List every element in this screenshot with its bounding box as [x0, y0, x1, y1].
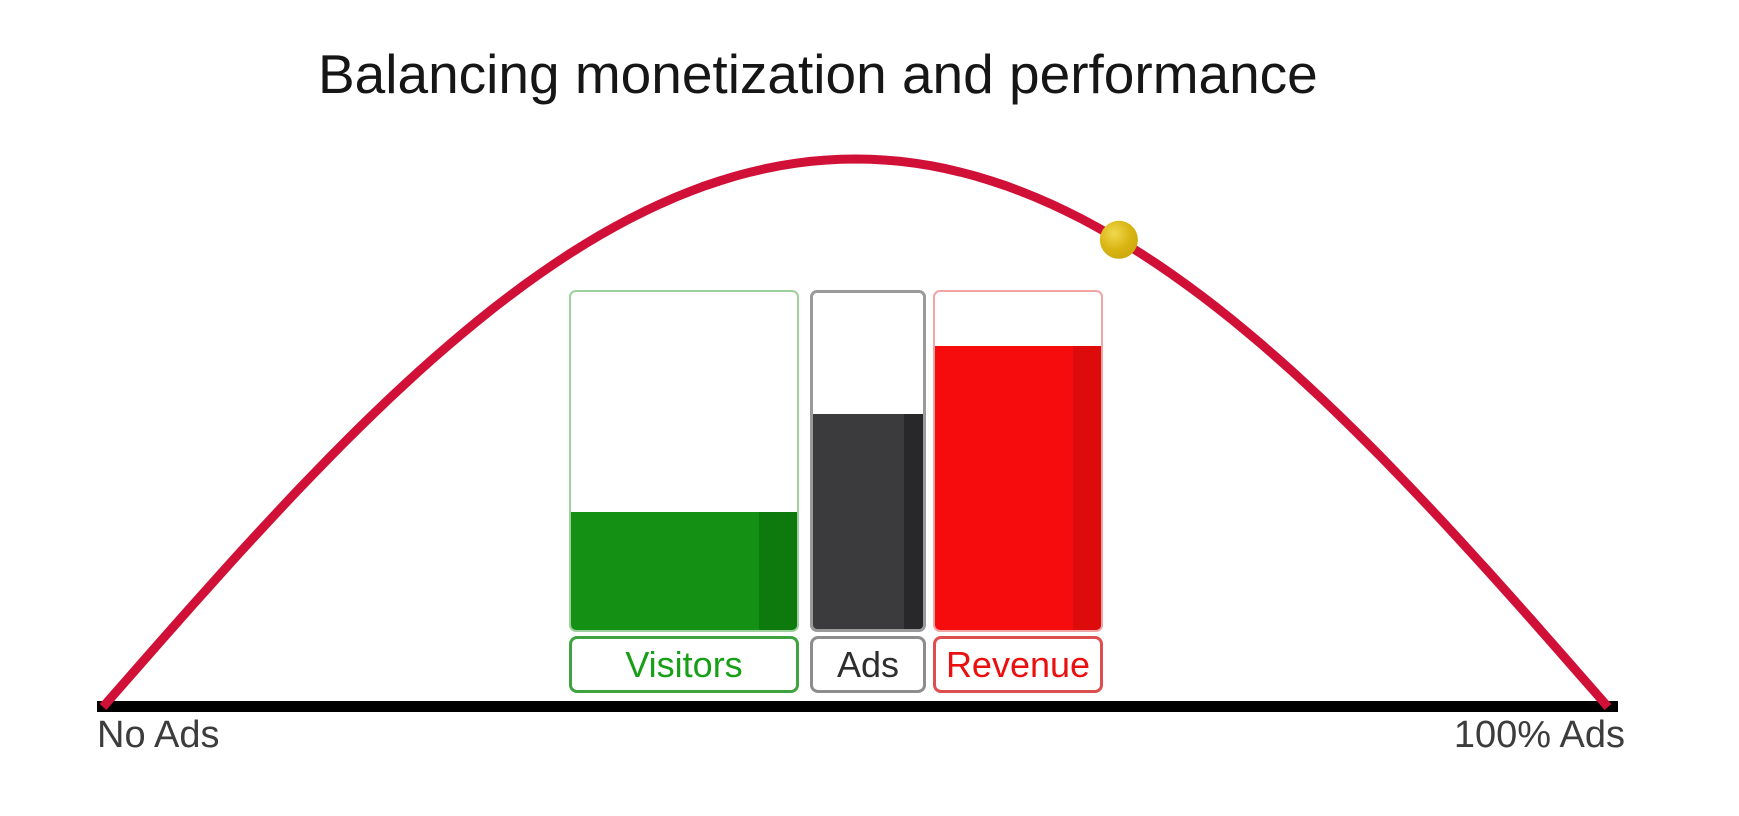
x-axis-label-left: No Ads — [97, 714, 220, 756]
gauge-bar — [810, 290, 926, 632]
gauge-label: Visitors — [625, 643, 743, 685]
gauge-label-box: Revenue — [933, 636, 1103, 693]
gauge-label: Ads — [836, 643, 900, 685]
gauge-visitors: Visitors — [569, 290, 799, 700]
chart-title: Balancing monetization and performance — [318, 43, 1318, 105]
gauge-revenue: Revenue — [933, 290, 1103, 700]
x-axis-label-right: 100% Ads — [1453, 714, 1625, 756]
balance-point-dot[interactable] — [1099, 220, 1138, 259]
x-axis-line — [97, 701, 1618, 712]
gauge-ads: Ads — [810, 290, 926, 700]
gauge-fill-shade — [758, 511, 797, 630]
gauge-label: Revenue — [945, 643, 1091, 685]
gauge-bar — [569, 290, 799, 632]
performance-curve — [99, 154, 1612, 710]
gauge-fill — [935, 346, 1101, 630]
gauge-bar — [933, 290, 1103, 632]
gauge-fill — [571, 511, 797, 630]
gauge-fill-shade — [904, 413, 923, 629]
gauge-label-box: Visitors — [569, 636, 799, 693]
gauge-group: Visitors Ads Revenue — [569, 290, 1109, 700]
gauge-fill-shade — [1072, 346, 1101, 630]
gauge-label-box: Ads — [810, 636, 926, 693]
gauge-fill — [813, 413, 923, 629]
